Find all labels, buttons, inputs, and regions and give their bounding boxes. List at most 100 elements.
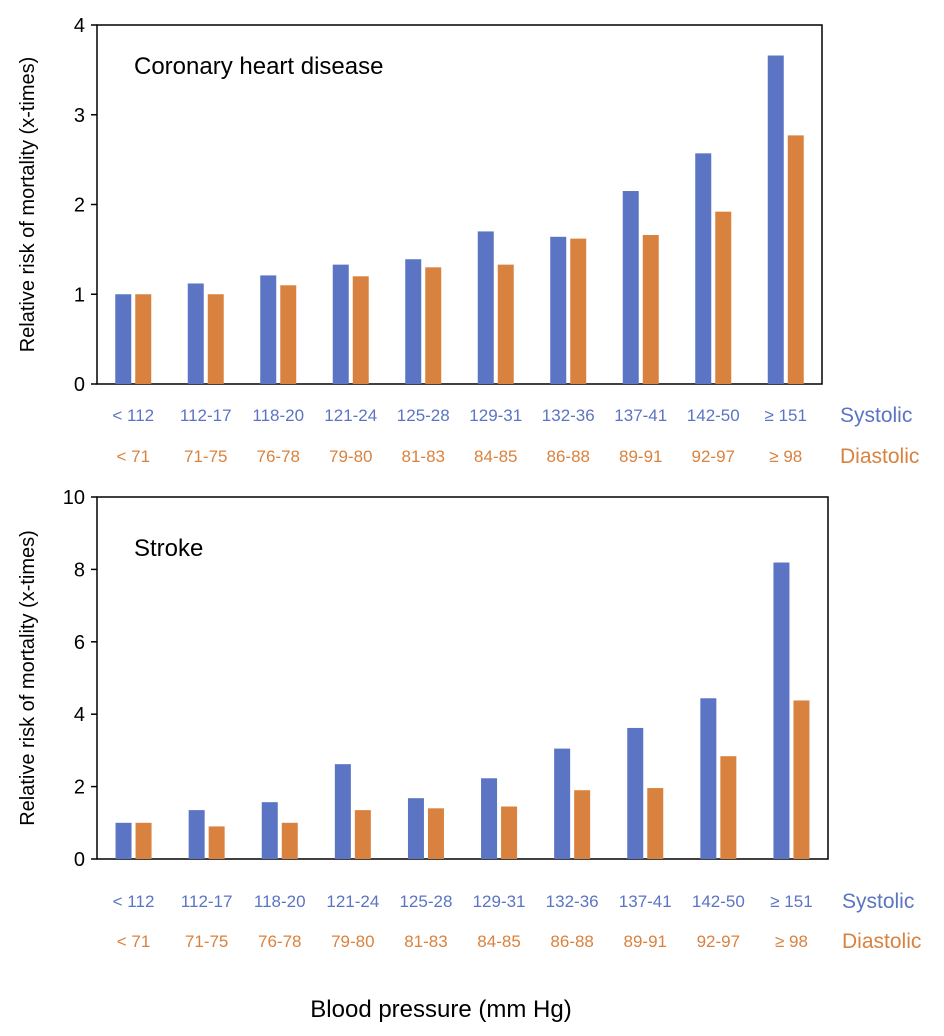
systolic-category-label: 142-50 xyxy=(687,406,740,425)
diastolic-category-label: 89-91 xyxy=(624,932,667,951)
diastolic-bar xyxy=(787,135,804,384)
diastolic-bar xyxy=(715,211,732,384)
chart-panel-2: 0 2 4 6 8 10 < 112 112-17 118-20 121-24 125-28 129-… xyxy=(17,487,921,953)
diastolic-category-label: < 71 xyxy=(117,932,151,951)
diastolic-category-label: 79-80 xyxy=(331,932,374,951)
systolic-bar xyxy=(773,562,790,859)
systolic-category-label: 118-20 xyxy=(252,406,304,425)
diastolic-bar xyxy=(574,790,591,859)
systolic-bar xyxy=(188,810,205,859)
diastolic-bar xyxy=(793,700,810,859)
y-tick-label: 0 xyxy=(74,849,85,871)
diastolic-bar xyxy=(208,826,225,859)
diastolic-category-label: 92-97 xyxy=(692,447,735,466)
systolic-category-label: 132-36 xyxy=(546,892,599,911)
chart-title: Coronary heart disease xyxy=(134,53,383,80)
systolic-category-label: 125-28 xyxy=(399,892,452,911)
diastolic-category-label: 81-83 xyxy=(404,932,447,951)
x-axis-label: Blood pressure (mm Hg) xyxy=(310,996,571,1023)
diastolic-category-label: 86-88 xyxy=(550,932,593,951)
systolic-category-label: ≥ 151 xyxy=(765,406,807,425)
diastolic-category-label: 76-78 xyxy=(258,932,301,951)
systolic-bar xyxy=(334,764,351,859)
diastolic-bar xyxy=(352,276,369,384)
y-tick-label: 3 xyxy=(74,105,85,127)
diastolic-bar xyxy=(720,756,737,859)
y-tick-label: 2 xyxy=(74,777,85,799)
systolic-category-label: 118-20 xyxy=(254,892,306,911)
diastolic-bar xyxy=(207,294,224,384)
systolic-category-label: 121-24 xyxy=(326,892,379,911)
systolic-category-label: 137-41 xyxy=(614,406,667,425)
systolic-bar xyxy=(115,822,132,859)
systolic-category-label: ≥ 151 xyxy=(770,892,812,911)
systolic-category-label: 112-17 xyxy=(180,406,232,425)
systolic-category-label: 129-31 xyxy=(473,892,526,911)
systolic-bar xyxy=(187,283,204,384)
systolic-bar xyxy=(260,275,277,384)
y-tick-label: 2 xyxy=(74,195,85,217)
diastolic-category-label: 84-85 xyxy=(474,447,517,466)
diastolic-category-label: 84-85 xyxy=(477,932,520,951)
diastolic-bar xyxy=(497,264,514,384)
y-axis-label: Relative risk of mortality (x-times) xyxy=(17,530,39,826)
systolic-bar xyxy=(115,294,132,384)
systolic-category-label: 129-31 xyxy=(469,406,522,425)
diastolic-legend-label: Diastolic xyxy=(840,445,919,468)
systolic-bar xyxy=(700,698,717,859)
systolic-legend-label: Systolic xyxy=(840,404,912,427)
diastolic-category-label: 89-91 xyxy=(619,447,662,466)
systolic-bar xyxy=(477,231,494,384)
y-tick-label: 4 xyxy=(74,15,85,37)
diastolic-category-label: 79-80 xyxy=(329,447,372,466)
chart-title: Stroke xyxy=(134,535,203,562)
systolic-bar xyxy=(332,264,349,384)
systolic-legend-label: Systolic xyxy=(842,890,914,913)
diastolic-bar xyxy=(647,788,664,859)
chart-panel-1: 0 1 2 3 4 < 112 112-17 118-20 121-24 125-28 129-31… xyxy=(17,15,919,468)
systolic-bar xyxy=(695,153,712,384)
diastolic-bar xyxy=(281,822,298,859)
diastolic-bar xyxy=(570,238,587,384)
diastolic-bar xyxy=(427,808,444,859)
systolic-category-label: 132-36 xyxy=(542,406,595,425)
diastolic-category-label: 86-88 xyxy=(547,447,590,466)
y-tick-label: 0 xyxy=(74,374,85,396)
y-tick-label: 6 xyxy=(74,632,85,654)
y-axis-label: Relative risk of mortality (x-times) xyxy=(17,57,39,353)
diastolic-category-label: 92-97 xyxy=(697,932,740,951)
y-tick-label: 10 xyxy=(63,487,85,509)
systolic-bar xyxy=(407,798,424,859)
diastolic-category-label: 81-83 xyxy=(402,447,445,466)
diastolic-category-label: 71-75 xyxy=(184,447,227,466)
systolic-category-label: 112-17 xyxy=(181,892,233,911)
diastolic-category-label: ≥ 98 xyxy=(769,447,802,466)
diastolic-bar xyxy=(642,235,659,384)
systolic-bar xyxy=(481,778,498,859)
systolic-category-label: 137-41 xyxy=(619,892,672,911)
y-tick-label: 8 xyxy=(74,559,85,581)
systolic-bar xyxy=(405,259,422,384)
diastolic-bar xyxy=(135,294,152,384)
diastolic-bar xyxy=(135,822,152,859)
systolic-category-label: 121-24 xyxy=(324,406,377,425)
diastolic-category-label: 76-78 xyxy=(257,447,300,466)
diastolic-bar xyxy=(354,810,371,859)
diastolic-bar xyxy=(280,285,297,384)
systolic-category-label: < 112 xyxy=(113,892,155,911)
systolic-bar xyxy=(622,191,639,384)
systolic-bar xyxy=(554,748,571,859)
systolic-category-label: 142-50 xyxy=(692,892,745,911)
diastolic-bar xyxy=(501,806,518,859)
systolic-bar xyxy=(627,727,644,859)
diastolic-category-label: < 71 xyxy=(116,447,150,466)
diastolic-category-label: ≥ 98 xyxy=(775,932,808,951)
diastolic-category-label: 71-75 xyxy=(185,932,228,951)
systolic-bar xyxy=(550,236,567,384)
systolic-category-label: 125-28 xyxy=(397,406,450,425)
diastolic-legend-label: Diastolic xyxy=(842,930,921,953)
y-tick-label: 1 xyxy=(74,284,85,306)
systolic-bar xyxy=(261,802,278,859)
systolic-category-label: < 112 xyxy=(112,406,154,425)
